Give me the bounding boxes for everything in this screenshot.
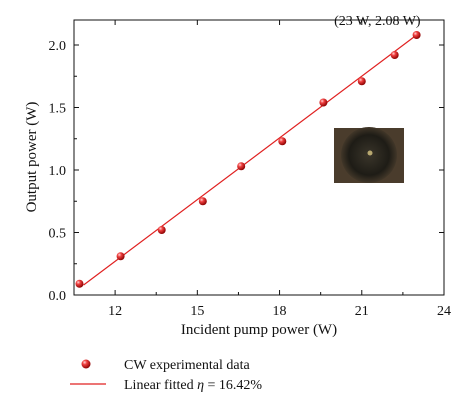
data-point	[198, 197, 207, 206]
y-tick-label: 1.0	[49, 164, 67, 179]
x-tick-label: 12	[108, 304, 122, 319]
legend: CW experimental data Linear fitted η = 1…	[70, 358, 262, 393]
y-tick-label: 1.5	[49, 102, 67, 117]
legend-label-fit-prefix: Linear fitted	[124, 378, 197, 393]
x-tick-label: 18	[273, 304, 287, 319]
inset-photo	[334, 127, 404, 183]
fit-line	[83, 34, 417, 286]
legend-marker-data	[81, 359, 91, 369]
annotation-label: (23 W, 2.08 W)	[334, 14, 421, 29]
x-tick-label: 21	[355, 304, 369, 319]
data-point	[237, 162, 246, 171]
y-tick-label: 0.0	[49, 289, 67, 304]
legend-label-fit-symbol: η	[197, 378, 204, 393]
y-axis-ticks: 0.0 0.5 1.0 1.5 2.0	[49, 39, 444, 304]
legend-label-fit-suffix: = 16.42%	[204, 378, 262, 393]
data-point	[412, 31, 421, 39]
x-tick-label: 15	[190, 304, 204, 319]
annotations: (23 W, 2.08 W)	[334, 14, 421, 29]
data-point	[390, 51, 399, 59]
y-tick-label: 0.5	[49, 227, 67, 242]
data-point	[116, 252, 125, 261]
fit-line-series	[83, 34, 417, 286]
data-point	[75, 279, 84, 288]
legend-label-fit: Linear fitted η = 16.42%	[124, 378, 262, 393]
legend-label-data: CW experimental data	[124, 358, 250, 373]
x-tick-label: 24	[437, 304, 451, 319]
plot-border	[73, 19, 445, 296]
plot-frame	[73, 19, 445, 296]
y-axis-label: Output power (W)	[24, 102, 40, 213]
x-axis-label: Incident pump power (W)	[181, 322, 337, 338]
inset-spot	[367, 150, 373, 156]
data-point	[157, 226, 166, 234]
data-point	[319, 98, 328, 107]
x-axis-ticks: 12 15 18 21 24	[73, 20, 451, 319]
data-points-series	[75, 31, 421, 288]
y-tick-label: 2.0	[49, 39, 67, 54]
data-point	[278, 137, 287, 146]
data-point	[357, 77, 366, 86]
